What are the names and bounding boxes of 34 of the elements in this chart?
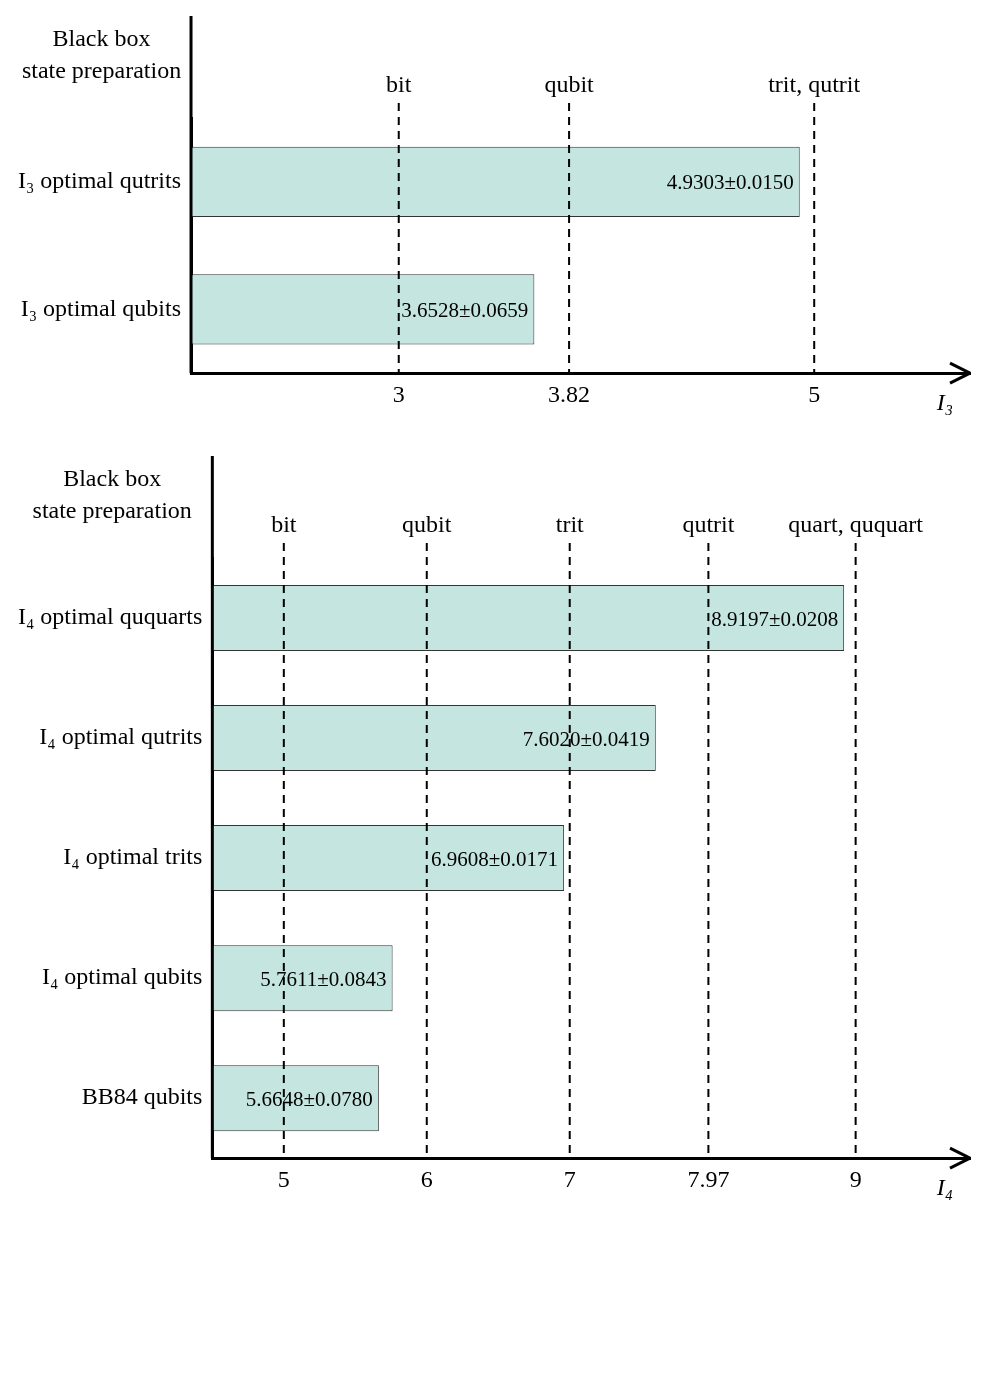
data-label: 4.9303±0.0150 bbox=[666, 170, 794, 195]
x-tick-label: 5 bbox=[277, 1165, 290, 1192]
ref-line-label: quart, ququart bbox=[788, 511, 924, 538]
y-tick-label: I₃ optimal qutrits bbox=[17, 167, 182, 194]
y-tick-label: I₄ optimal trits bbox=[63, 843, 203, 870]
x-tick-label: 7.97 bbox=[687, 1165, 730, 1192]
y-tick-label: I₃ optimal qubits bbox=[20, 294, 182, 321]
ref-line-label: bit bbox=[271, 511, 297, 538]
data-label: 5.7611±0.0843 bbox=[260, 966, 387, 991]
x-tick-label: 3 bbox=[392, 380, 405, 407]
ref-line-label: qubit bbox=[402, 511, 452, 538]
x-tick-label: 3.82 bbox=[548, 380, 591, 407]
ref-line-label: trit, qutrit bbox=[768, 71, 861, 98]
x-tick-label: 7 bbox=[563, 1165, 576, 1192]
data-label: 5.6648±0.0780 bbox=[245, 1086, 373, 1111]
data-label: 8.9197±0.0208 bbox=[711, 606, 839, 631]
ref-line-label: trit bbox=[555, 511, 585, 538]
y-tick-label: BB84 qubits bbox=[81, 1083, 203, 1110]
ref-line-label: qubit bbox=[544, 71, 595, 98]
y-tick-label: I₄ optimal ququarts bbox=[17, 603, 203, 630]
x-tick-label: 6 bbox=[420, 1165, 433, 1192]
data-label: 6.9608±0.0171 bbox=[431, 846, 559, 871]
x-axis-title: I₃ bbox=[935, 388, 954, 415]
x-tick-label: 9 bbox=[849, 1165, 862, 1192]
y-tick-label: I₄ optimal qutrits bbox=[39, 723, 203, 750]
data-label: 7.6020±0.0419 bbox=[522, 726, 650, 751]
y-axis-title: Black box state preparation bbox=[32, 465, 192, 524]
ref-line-label: bit bbox=[386, 71, 412, 98]
y-tick-label: I₄ optimal qubits bbox=[41, 963, 203, 990]
y-axis-title: Black box state preparation bbox=[21, 25, 182, 84]
ref-line-label: qutrit bbox=[682, 511, 735, 538]
x-tick-label: 5 bbox=[808, 380, 821, 407]
data-label: 3.6528±0.0659 bbox=[401, 297, 529, 322]
x-axis-title: I₄ bbox=[935, 1173, 954, 1200]
